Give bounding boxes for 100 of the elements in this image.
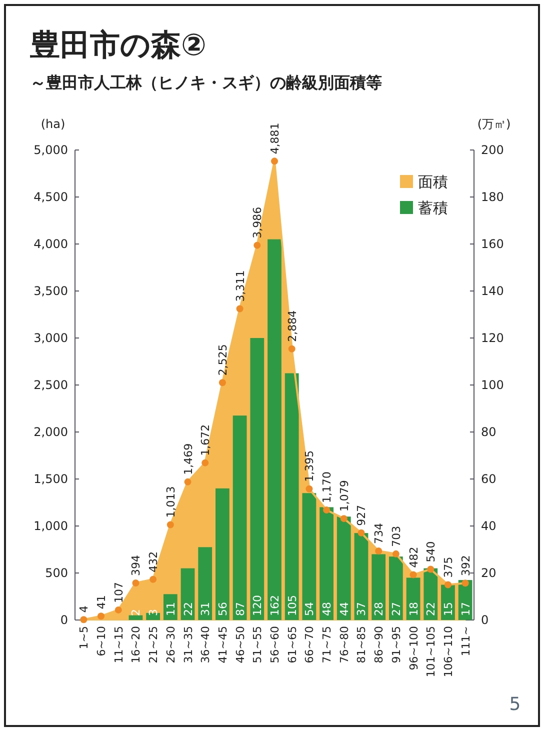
y-tick-label: 1,500 xyxy=(34,472,68,486)
data-label: 432 xyxy=(147,551,160,572)
bar xyxy=(284,373,299,620)
y-tick-label: 4,500 xyxy=(34,190,68,204)
y2-tick-label: 80 xyxy=(481,425,496,439)
x-tick-label: 56~60 xyxy=(268,626,282,664)
data-label: 31 xyxy=(199,602,212,616)
x-tick-label: 46~50 xyxy=(234,626,247,664)
x-tick-label: 36~40 xyxy=(199,626,212,664)
data-label: 17 xyxy=(459,602,472,616)
x-tick-label: 71~75 xyxy=(320,626,334,664)
point xyxy=(306,485,313,492)
y2-tick-label: 40 xyxy=(481,519,496,533)
point xyxy=(218,379,226,386)
data-label: 703 xyxy=(390,526,403,547)
x-tick-label: 66~70 xyxy=(303,626,316,664)
x-tick-label: 111~ xyxy=(459,626,472,656)
point xyxy=(410,571,417,578)
y2-tick-label: 140 xyxy=(481,284,504,298)
point xyxy=(358,529,365,536)
point xyxy=(150,576,157,583)
y-tick-label: 500 xyxy=(45,566,68,580)
x-tick-label: 6~10 xyxy=(95,626,108,656)
bar xyxy=(198,547,212,620)
y2-tick-label: 0 xyxy=(481,613,489,627)
point xyxy=(132,579,140,586)
point xyxy=(392,550,400,558)
point xyxy=(98,612,105,620)
bar xyxy=(320,507,334,620)
data-label: 482 xyxy=(407,546,420,568)
y-tick-label: 0 xyxy=(60,613,68,627)
x-tick-label: 61~65 xyxy=(286,626,299,664)
data-label: 15 xyxy=(442,602,455,616)
text: 5 xyxy=(509,694,521,715)
point xyxy=(114,606,122,614)
data-label: 3 xyxy=(147,609,160,616)
data-label: 392 xyxy=(459,555,472,576)
y2-tick-label: 160 xyxy=(481,237,504,251)
point xyxy=(271,158,278,165)
data-label: 27 xyxy=(390,602,403,616)
x-tick-label: 101~105 xyxy=(424,626,438,678)
x-tick-label: 76~80 xyxy=(338,626,351,664)
x-tick-label: 91~95 xyxy=(390,626,403,664)
data-label: 375 xyxy=(442,556,455,578)
y-tick-label: 4,000 xyxy=(34,237,68,251)
y2-tick-label: 180 xyxy=(481,190,504,204)
data-label: 2 xyxy=(130,609,143,616)
data-label: 105 xyxy=(286,595,299,616)
data-label: 1,672 xyxy=(199,424,212,456)
data-label: 540 xyxy=(424,541,438,562)
y2-tick-label: 20 xyxy=(481,566,496,580)
bar xyxy=(354,533,368,620)
bar xyxy=(216,488,230,620)
y-tick-label: 2,000 xyxy=(34,425,68,439)
y2-tick-label: 200 xyxy=(481,143,504,157)
bar xyxy=(372,554,386,620)
data-label: 87 xyxy=(234,602,247,616)
point xyxy=(340,515,348,522)
data-label: 2,884 xyxy=(286,310,299,342)
data-label: 1,469 xyxy=(182,443,195,475)
x-tick-label: 96~100 xyxy=(407,626,420,670)
point xyxy=(166,521,174,528)
bar xyxy=(163,594,178,620)
y-tick-label: 1,000 xyxy=(34,519,68,533)
bar xyxy=(180,568,195,620)
y2-tick-label: 120 xyxy=(481,331,504,345)
bar xyxy=(250,338,264,620)
y-tick-label: 2,500 xyxy=(34,378,68,392)
data-label: 48 xyxy=(320,602,334,616)
data-label: 734 xyxy=(372,523,386,544)
x-tick-label: 41~45 xyxy=(216,626,230,664)
point xyxy=(323,506,330,514)
bar xyxy=(302,493,316,620)
data-label: 927 xyxy=(355,504,368,526)
x-tick-label: 11~15 xyxy=(112,626,126,664)
data-label: 54 xyxy=(303,602,316,616)
y-tick-label: 3,000 xyxy=(34,331,68,345)
point xyxy=(375,548,382,555)
legend-label: 面積 xyxy=(418,173,448,191)
point xyxy=(462,580,469,587)
x-tick-label: 81~85 xyxy=(355,626,368,664)
y-tick-label: 5,000 xyxy=(34,143,68,157)
data-label: 28 xyxy=(372,602,386,616)
data-label: 1,170 xyxy=(320,472,334,504)
point xyxy=(202,459,209,466)
point xyxy=(80,616,88,624)
legend-label: 蓄積 xyxy=(418,199,448,217)
point xyxy=(254,242,261,249)
y2-tick-label: 60 xyxy=(481,472,496,486)
data-label: 2,525 xyxy=(216,344,230,376)
point xyxy=(184,478,192,486)
x-tick-label: 51~55 xyxy=(251,626,264,664)
data-label: 56 xyxy=(216,602,230,616)
x-tick-label: 1~5 xyxy=(78,626,91,650)
data-label: 120 xyxy=(251,595,264,616)
data-label: 22 xyxy=(424,602,438,616)
data-label: 44 xyxy=(338,602,351,616)
x-tick-label: 26~30 xyxy=(164,626,178,664)
point xyxy=(427,566,434,573)
data-label: 1,013 xyxy=(164,486,178,518)
